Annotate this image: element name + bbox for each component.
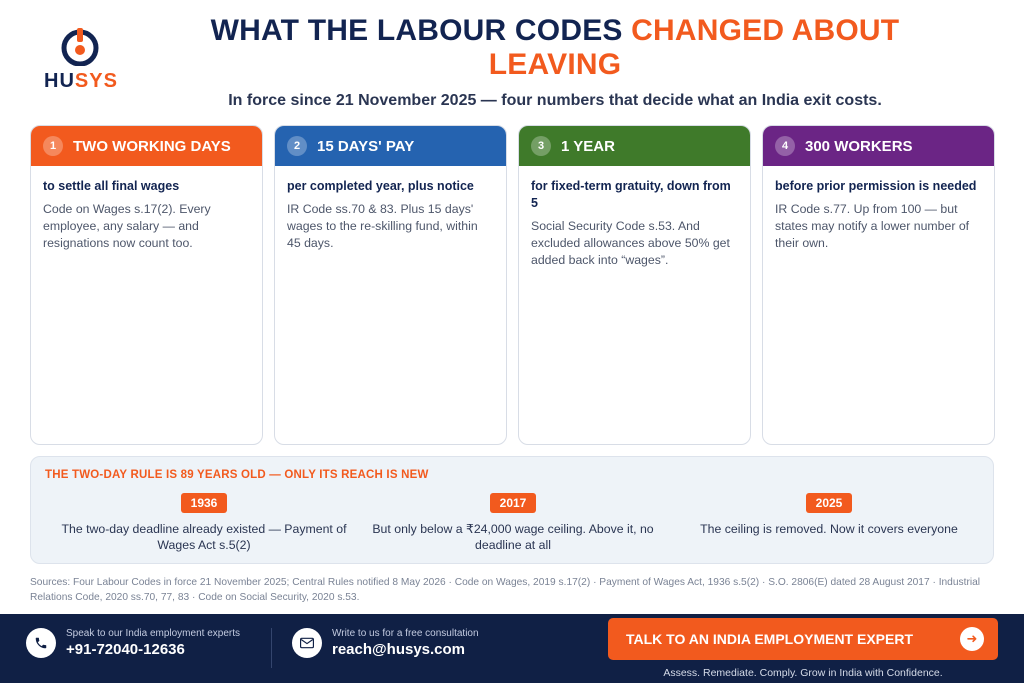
timeline-year-badge: 2025 [805, 493, 853, 513]
card-number-badge: 3 [531, 136, 551, 156]
card-number-badge: 2 [287, 136, 307, 156]
cta-label: TALK TO AN INDIA EMPLOYMENT EXPERT [626, 631, 914, 647]
card-heading: 300 WORKERS [805, 137, 913, 155]
talk-to-expert-button[interactable]: TALK TO AN INDIA EMPLOYMENT EXPERT ➜ [608, 618, 998, 660]
title-part-1: WHAT THE LABOUR CODES [210, 14, 623, 47]
card-heading: 15 DAYS' PAY [317, 137, 415, 155]
phone-label: Speak to our India employment experts [66, 628, 240, 639]
card-header: 2 15 DAYS' PAY [275, 126, 506, 166]
phone-contact[interactable]: Speak to our India employment experts +9… [26, 628, 240, 658]
card-lead: to settle all final wages [43, 179, 180, 193]
card-lead: for fixed-term gratuity, down from 5 [531, 179, 731, 210]
card-header: 1 TWO WORKING DAYS [31, 126, 262, 166]
mail-icon [292, 628, 322, 658]
card-body: Code on Wages s.17(2). Every employee, a… [43, 202, 211, 250]
card-body: Social Security Code s.53. And excluded … [531, 219, 730, 267]
email-contact[interactable]: Write to us for a free consultation reac… [292, 628, 479, 658]
title-part-2: CHANGED ABOUT LEAVING [488, 14, 900, 81]
footer-tagline: Assess. Remediate. Comply. Grow in India… [663, 667, 943, 679]
footer-bar: Speak to our India employment experts +9… [0, 614, 1024, 683]
card-two-working-days: 1 TWO WORKING DAYS to settle all final w… [30, 125, 263, 445]
logo-mark-icon [61, 28, 99, 66]
card-body: IR Code ss.70 & 83. Plus 15 days' wages … [287, 202, 478, 250]
timeline-panel: THE TWO-DAY RULE IS 89 YEARS OLD — ONLY … [30, 456, 994, 564]
email-label: Write to us for a free consultation [332, 628, 479, 639]
timeline-text: The two-day deadline already existed — P… [61, 522, 347, 552]
card-1-year: 3 1 YEAR for fixed-term gratuity, down f… [518, 125, 751, 445]
footer-divider [271, 628, 272, 668]
timeline-heading: THE TWO-DAY RULE IS 89 YEARS OLD — ONLY … [45, 469, 429, 481]
logo-wordmark: HUSYS [44, 70, 118, 92]
sources-note: Sources: Four Labour Codes in force 21 N… [30, 577, 981, 603]
page-title: WHAT THE LABOUR CODES CHANGED ABOUT LEAV… [150, 14, 960, 82]
timeline-year-badge: 1936 [180, 493, 228, 513]
card-header: 3 1 YEAR [519, 126, 750, 166]
card-number-badge: 4 [775, 136, 795, 156]
card-body: IR Code s.77. Up from 100 — but states m… [775, 202, 970, 250]
phone-number[interactable]: +91-72040-12636 [66, 641, 185, 658]
timeline-item: 2025 The ceiling is removed. Now it cove… [674, 493, 984, 537]
card-number-badge: 1 [43, 136, 63, 156]
phone-icon [26, 628, 56, 658]
card-header: 4 300 WORKERS [763, 126, 994, 166]
card-heading: TWO WORKING DAYS [73, 137, 231, 155]
timeline-text: The ceiling is removed. Now it covers ev… [700, 522, 958, 536]
card-heading: 1 YEAR [561, 137, 615, 155]
card-lead: per completed year, plus notice [287, 179, 474, 193]
card-15-days-pay: 2 15 DAYS' PAY per completed year, plus … [274, 125, 507, 445]
husys-logo: HUSYS [34, 26, 128, 96]
timeline-year-badge: 2017 [489, 493, 537, 513]
timeline-text: But only below a ₹24,000 wage ceiling. A… [372, 522, 654, 552]
timeline-item: 2017 But only below a ₹24,000 wage ceili… [358, 493, 668, 553]
card-lead: before prior permission is needed [775, 179, 977, 193]
page-subtitle: In force since 21 November 2025 — four n… [228, 92, 882, 109]
timeline-item: 1936 The two-day deadline already existe… [49, 493, 359, 553]
email-address[interactable]: reach@husys.com [332, 641, 466, 658]
card-300-workers: 4 300 WORKERS before prior permission is… [762, 125, 995, 445]
arrow-right-icon: ➜ [960, 627, 984, 651]
